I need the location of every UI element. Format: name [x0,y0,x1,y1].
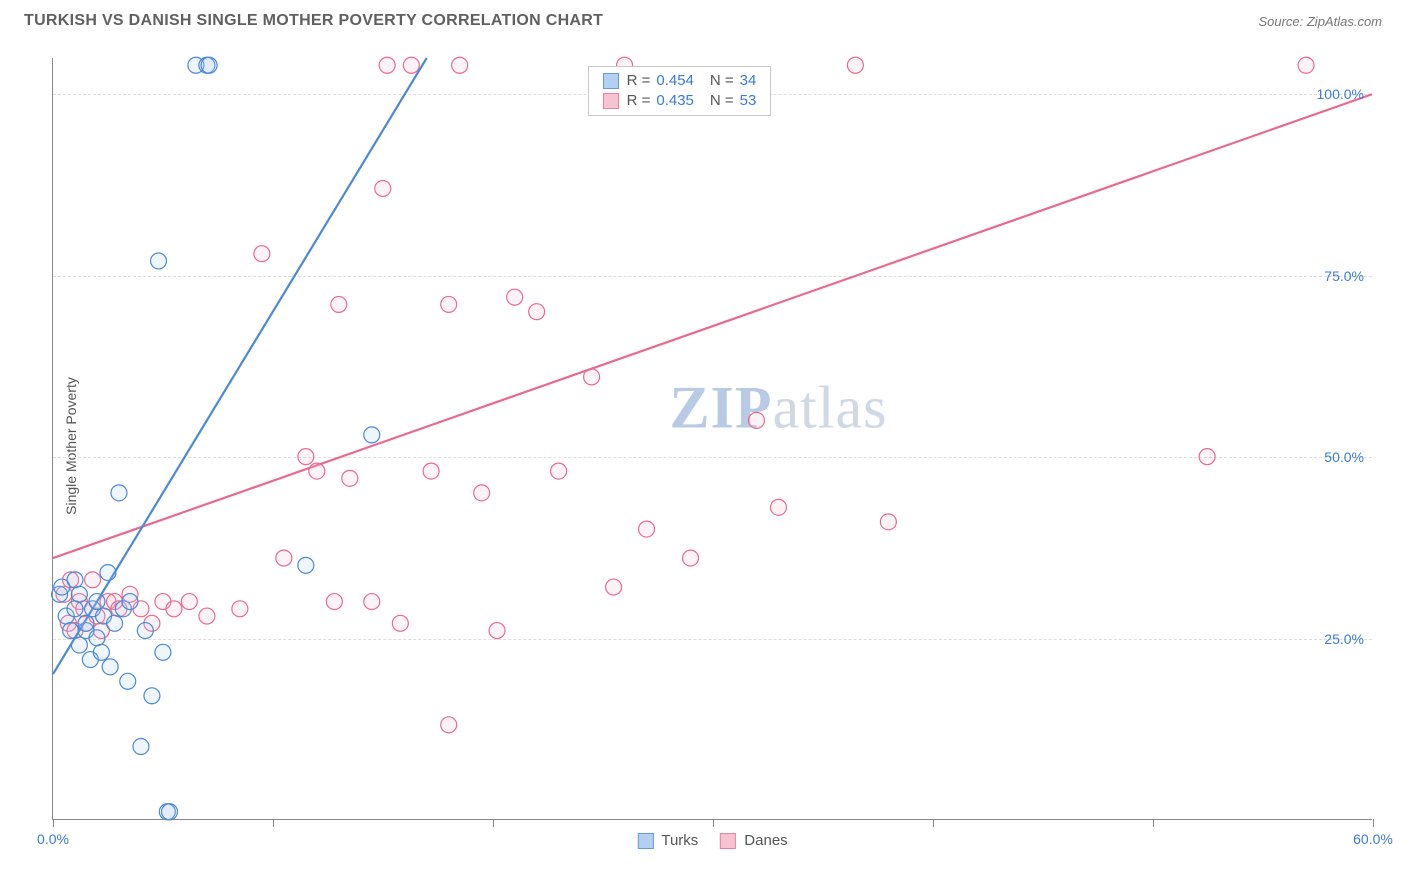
data-point [67,572,83,588]
data-point [403,57,419,73]
legend-label-danes: Danes [744,832,787,849]
data-point [474,485,490,501]
data-point [441,296,457,312]
data-point [606,579,622,595]
data-point [364,427,380,443]
data-point [85,572,101,588]
xtick [493,819,494,827]
legend-label-turks: Turks [661,832,698,849]
data-point [93,644,109,660]
data-point [584,369,600,385]
data-point [331,296,347,312]
r-value-danes: 0.435 [656,91,694,111]
trend-line [53,58,427,674]
r-value-turks: 0.454 [656,71,694,91]
xtick [1373,819,1374,827]
xtick [273,819,274,827]
data-point [847,57,863,73]
data-point [551,463,567,479]
xtick [933,819,934,827]
data-point [162,804,178,820]
data-point [67,601,83,617]
data-point [452,57,468,73]
data-point [107,615,123,631]
legend-swatch-danes [603,93,619,109]
xtick [53,819,54,827]
data-point [201,57,217,73]
data-point [100,565,116,581]
data-point [232,601,248,617]
data-point [423,463,439,479]
data-point [89,594,105,610]
data-point [298,557,314,573]
data-point [441,717,457,733]
data-point [155,644,171,660]
series-legend: Turks Danes [637,832,787,849]
xtick [1153,819,1154,827]
trend-line [53,94,1372,558]
legend-row-danes: R = 0.435 N = 53 [603,91,757,111]
data-point [1298,57,1314,73]
data-point [71,586,87,602]
data-point [529,304,545,320]
data-point [151,253,167,269]
data-point [199,608,215,624]
chart-title: TURKISH VS DANISH SINGLE MOTHER POVERTY … [24,12,603,30]
data-point [166,601,182,617]
ytick-label: 50.0% [1324,449,1364,465]
data-point [144,688,160,704]
legend-swatch-danes-b [720,833,736,849]
data-point [639,521,655,537]
data-point [63,623,79,639]
data-point [254,246,270,262]
data-point [137,623,153,639]
xtick [713,819,714,827]
n-value-turks: 34 [740,71,757,91]
data-point [111,485,127,501]
data-point [309,463,325,479]
data-point [71,637,87,653]
data-point [683,550,699,566]
legend-item-danes: Danes [720,832,787,849]
source-label: Source: ZipAtlas.com [1258,14,1382,29]
data-point [78,615,94,631]
data-point [379,57,395,73]
xtick-label: 0.0% [37,831,69,847]
data-point [102,659,118,675]
data-point [507,289,523,305]
scatter-svg [53,58,1372,819]
data-point [770,499,786,515]
data-point [120,673,136,689]
legend-item-turks: Turks [637,832,698,849]
data-point [342,470,358,486]
ytick-label: 75.0% [1324,268,1364,284]
ytick-label: 25.0% [1324,631,1364,647]
data-point [298,449,314,465]
data-point [375,180,391,196]
n-value-danes: 53 [740,91,757,111]
data-point [181,594,197,610]
data-point [880,514,896,530]
chart-plot-area: ZIPatlas R = 0.454 N = 34 R = 0.435 N = … [52,58,1372,820]
data-point [133,739,149,755]
data-point [326,594,342,610]
legend-swatch-turks [603,73,619,89]
data-point [122,594,138,610]
data-point [392,615,408,631]
data-point [748,412,764,428]
legend-row-turks: R = 0.454 N = 34 [603,71,757,91]
data-point [1199,449,1215,465]
ytick-label: 100.0% [1317,86,1364,102]
data-point [489,623,505,639]
correlation-legend: R = 0.454 N = 34 R = 0.435 N = 53 [588,66,772,117]
data-point [89,630,105,646]
xtick-label: 60.0% [1353,831,1393,847]
legend-swatch-turks-b [637,833,653,849]
data-point [364,594,380,610]
data-point [276,550,292,566]
